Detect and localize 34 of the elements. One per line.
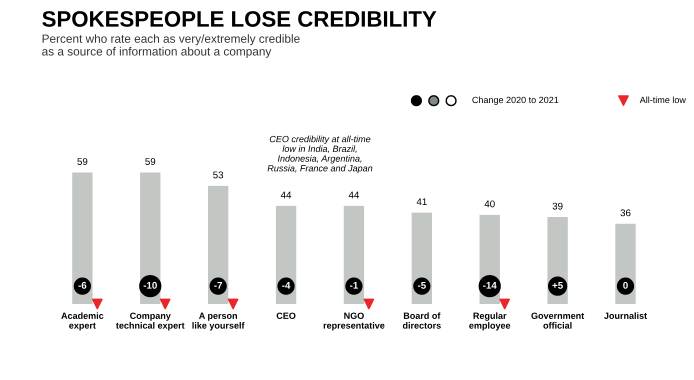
data-label: 40 [484, 200, 495, 208]
x-tick-label: CEO [276, 312, 296, 319]
annotation: -1 [350, 282, 358, 289]
chart-subtitle: Percent who rate each as very/extremely credible as a source of information about a company [42, 34, 300, 58]
x-tick-label: Academic expert [61, 312, 104, 330]
annotation: -5 [418, 282, 426, 289]
annotation: 0 [623, 282, 628, 289]
chart-title: SPOKESPEOPLE LOSE CREDIBILITY [42, 11, 436, 27]
bar [72, 172, 93, 304]
data-label: 44 [348, 192, 360, 198]
annotation: CEO credibility at all-time low in India, Brazil, Indonesia, Argentina, Russia, France and Japan [268, 136, 372, 174]
annotation: -6 [78, 282, 86, 289]
bar [208, 186, 228, 304]
data-label: 41 [416, 198, 427, 206]
data-label: 53 [213, 171, 224, 178]
x-tick-label: Regular employee [469, 312, 510, 331]
x-tick-label: NGO representative [324, 312, 384, 330]
annotation: -14 [483, 282, 497, 289]
x-tick-label: Board of directors [402, 312, 441, 329]
x-tick-label: Government official [531, 312, 584, 329]
x-tick-label: Company technical expert [116, 312, 185, 330]
annotation: +5 [552, 282, 563, 289]
data-label: 36 [620, 209, 630, 216]
data-label: 44 [280, 192, 292, 198]
annotation: -4 [282, 282, 290, 289]
x-tick-label: A person like yourself [192, 312, 245, 330]
x-tick-label: Journalist [604, 312, 647, 319]
data-label: 39 [552, 202, 563, 210]
text: Change 2020 to 2021 [472, 96, 558, 105]
annotation: -10 [144, 282, 157, 289]
data-label: 59 [145, 158, 156, 165]
legend-label: All-time low [640, 96, 686, 104]
data-label: 59 [77, 158, 88, 165]
annotation: -7 [214, 282, 222, 289]
